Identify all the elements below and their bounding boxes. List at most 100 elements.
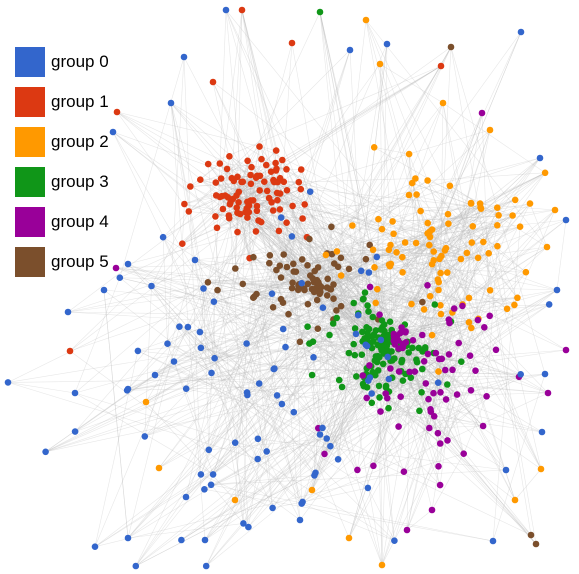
graph-edge	[112, 131, 388, 351]
graph-edge	[226, 168, 249, 528]
graph-node-group-1	[185, 208, 193, 215]
graph-edge	[119, 277, 381, 341]
graph-node-group-0	[385, 375, 393, 383]
graph-node-group-0	[545, 301, 553, 308]
graph-node-group-2	[494, 222, 501, 229]
graph-edge	[387, 397, 441, 444]
legend-swatch-group-4	[15, 207, 45, 237]
graph-edge	[200, 163, 220, 180]
graph-edge	[271, 202, 430, 232]
graph-edge	[324, 112, 483, 455]
graph-node-group-3	[350, 340, 358, 348]
graph-edge	[236, 181, 278, 208]
graph-node-group-0	[71, 428, 79, 435]
graph-edge	[246, 293, 273, 344]
graph-edge	[230, 202, 433, 336]
graph-edge	[259, 146, 430, 232]
graph-edge	[269, 249, 389, 264]
graph-edge	[204, 407, 389, 490]
graph-edge	[127, 157, 541, 265]
graph-edge	[402, 202, 472, 273]
graph-edge	[471, 290, 491, 329]
graph-edge	[246, 343, 303, 502]
graph-edge	[170, 102, 249, 528]
graph-edge	[119, 56, 185, 278]
graph-edge	[144, 231, 430, 437]
graph-node-group-0	[209, 471, 217, 478]
graph-edge	[119, 277, 558, 291]
graph-node-group-5	[447, 43, 455, 51]
graph-edge	[199, 231, 238, 333]
graph-edge	[145, 244, 430, 403]
graph-edge	[402, 347, 464, 454]
graph-edge	[394, 344, 520, 378]
graph-edge	[362, 383, 448, 441]
graph-edge	[306, 194, 410, 238]
legend-item-group-0: group 0	[15, 47, 109, 87]
graph-edge	[312, 341, 417, 360]
graph-edge	[489, 209, 556, 291]
graph-node-group-4	[427, 408, 435, 416]
graph-edge	[273, 298, 364, 370]
graph-node-group-5	[301, 286, 308, 294]
graph-edge	[127, 263, 315, 476]
graph-edge	[200, 344, 366, 475]
graph-node-group-0	[296, 516, 304, 524]
graph-edge	[333, 244, 370, 299]
graph-node-group-4	[442, 396, 450, 403]
graph-edge	[115, 267, 455, 309]
graph-edge	[405, 331, 450, 355]
graph-edge	[200, 288, 204, 348]
graph-edge	[234, 49, 351, 443]
legend-swatch-group-1	[15, 87, 45, 117]
graph-edge	[486, 246, 498, 397]
graph-edge	[94, 366, 372, 547]
graph-node-group-2	[480, 238, 487, 246]
graph-node-group-0	[352, 330, 360, 338]
graph-edge	[233, 180, 293, 207]
graph-node-group-1	[273, 165, 280, 173]
graph-edge	[393, 340, 430, 429]
graph-edge	[184, 175, 261, 205]
graph-edge	[286, 169, 303, 260]
graph-edge	[194, 259, 215, 359]
graph-edge	[235, 9, 243, 269]
graph-edge	[304, 288, 426, 350]
graph-edge	[492, 226, 521, 542]
graph-node-group-1	[248, 163, 255, 171]
graph-node-group-2	[444, 269, 451, 276]
graph-edge	[381, 263, 392, 566]
graph-edge	[357, 236, 431, 316]
graph-edge	[324, 383, 426, 455]
graph-node-group-0	[64, 308, 72, 316]
graph-node-group-1	[273, 189, 281, 197]
graph-edge	[94, 350, 139, 547]
graph-node-group-2	[436, 255, 443, 263]
graph-node-group-1	[276, 206, 284, 213]
graph-node-group-5	[330, 295, 337, 303]
graph-node-group-2	[420, 306, 428, 313]
graph-edge	[324, 398, 429, 455]
graph-node-group-0	[164, 340, 171, 348]
graph-edge	[279, 265, 537, 545]
graph-edge	[333, 157, 541, 324]
graph-edge	[173, 361, 369, 489]
graph-node-group-3	[385, 404, 392, 412]
legend-label-group-2: group 2	[51, 132, 109, 151]
graph-edge	[475, 370, 487, 397]
graph-edge	[173, 339, 381, 362]
graph-edge	[514, 468, 542, 501]
graph-edge	[7, 377, 370, 383]
graph-edge	[267, 181, 299, 192]
graph-edge	[154, 63, 381, 376]
graph-edge	[226, 168, 380, 387]
graph-edge	[440, 272, 542, 470]
graph-node-group-2	[387, 241, 394, 249]
legend-label-group-0: group 0	[51, 52, 109, 71]
graph-edge	[300, 169, 407, 346]
graph-node-group-1	[244, 214, 251, 221]
graph-edge	[261, 159, 373, 337]
graph-edge	[158, 288, 293, 469]
graph-edge	[207, 282, 282, 300]
graph-edge	[302, 487, 368, 503]
